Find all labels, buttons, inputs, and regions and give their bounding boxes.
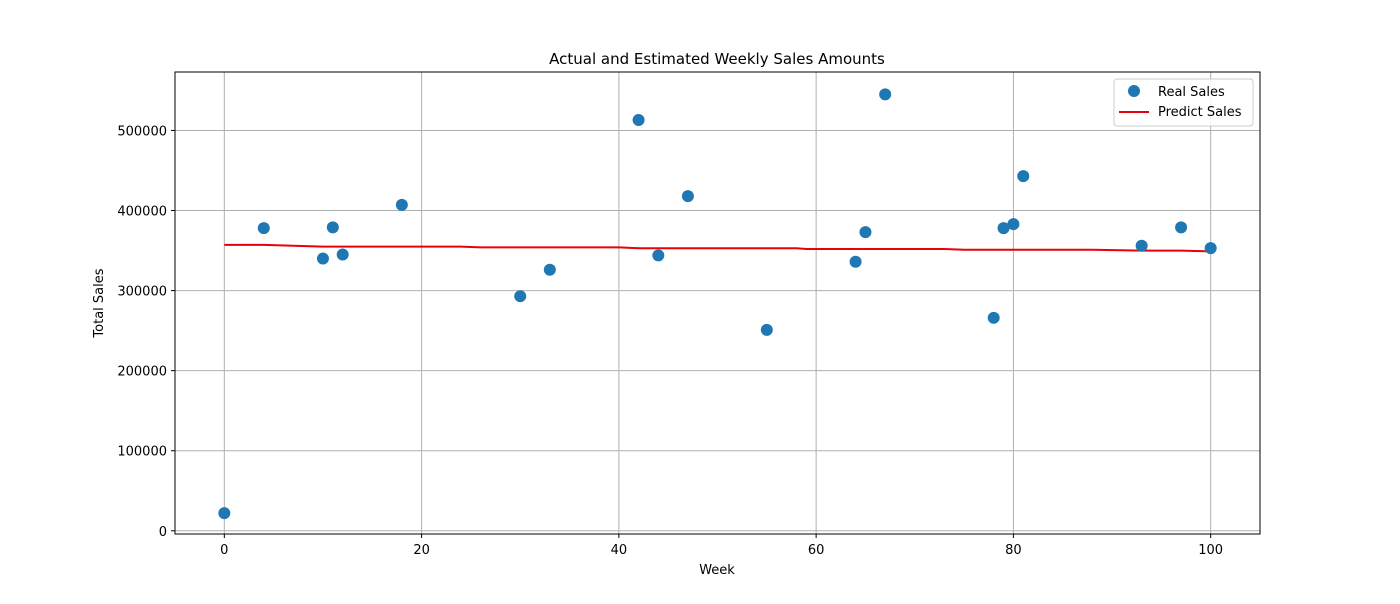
legend: Real Sales Predict Sales <box>1113 78 1254 127</box>
real-sales-point <box>849 255 862 268</box>
real-sales-point <box>632 114 645 127</box>
real-sales-point <box>1017 170 1030 183</box>
real-sales-point <box>326 221 339 234</box>
real-sales-point <box>218 507 231 520</box>
real-sales-point <box>1204 242 1217 255</box>
legend-label-predict-sales: Predict Sales <box>1158 105 1242 120</box>
real-sales-point <box>987 311 1000 324</box>
real-sales-point <box>652 249 665 262</box>
real-sales-point <box>395 198 408 211</box>
y-tick-label: 400000 <box>117 205 167 220</box>
predict-sales-line <box>224 243 1211 253</box>
y-axis-label: Total Sales <box>92 268 107 338</box>
real-sales-point <box>1007 218 1020 231</box>
x-tick-label: 80 <box>1005 543 1022 558</box>
real-sales-point <box>316 252 329 265</box>
real-sales-point <box>1135 239 1148 252</box>
x-axis-label: Week <box>699 563 735 578</box>
x-tick-label: 100 <box>1198 543 1223 558</box>
x-tick-label: 40 <box>611 543 628 558</box>
real-sales-point <box>514 290 527 303</box>
real-sales-point <box>681 190 694 203</box>
real-sales-series <box>218 88 1217 520</box>
real-sales-point <box>543 263 556 276</box>
y-tick-label: 200000 <box>117 365 167 380</box>
y-tick-label: 500000 <box>117 124 167 139</box>
predict-sales-series <box>224 243 1211 253</box>
plot-area-frame <box>174 71 1261 535</box>
y-tick-label: 0 <box>159 525 167 540</box>
x-tick-label: 20 <box>413 543 430 558</box>
grid-lines <box>175 72 1260 534</box>
real-sales-point <box>336 248 349 261</box>
chart-title: Actual and Estimated Weekly Sales Amount… <box>549 50 885 68</box>
real-sales-point <box>257 222 270 235</box>
y-tick-label: 100000 <box>117 445 167 460</box>
legend-box <box>1113 78 1254 127</box>
real-sales-point <box>760 323 773 336</box>
x-tick-label: 60 <box>808 543 825 558</box>
y-tick-label: 300000 <box>117 285 167 300</box>
axis-ticks: 0 20 40 60 80 100 0 100000 200000 300000 400000 500… <box>117 124 1223 558</box>
x-tick-label: 0 <box>220 543 228 558</box>
legend-label-real-sales: Real Sales <box>1158 85 1225 100</box>
legend-marker-real-sales <box>1128 85 1140 97</box>
real-sales-point <box>879 88 892 101</box>
real-sales-point <box>1175 221 1188 234</box>
real-sales-point <box>997 222 1010 235</box>
real-sales-point <box>859 226 872 239</box>
